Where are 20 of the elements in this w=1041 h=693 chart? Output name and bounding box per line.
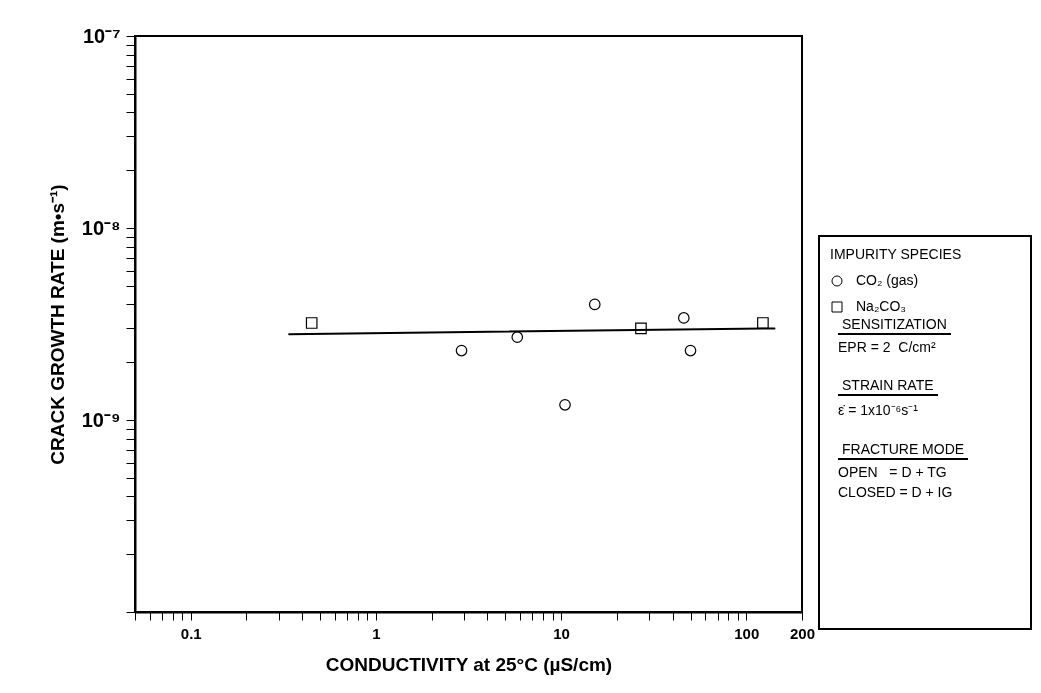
text: ε̇ = 1x10⁻⁶s⁻¹ [838,401,919,419]
x-tick-label: 200 [789,624,816,642]
x-tick-label: 0.1 [180,624,202,642]
text: CLOSED = D + IG [838,484,954,500]
legend-label: CO₂ (gas) [856,272,919,288]
x-axis-title: CONDUCTIVITY at 25°C (µS/cm) [325,653,613,675]
y-tick-label: 10⁻⁸ [81,216,121,239]
y-tick-label: 10⁻⁷ [83,24,121,47]
y-tick-label: 10⁻⁹ [81,408,121,431]
text: FRACTURE MODE [838,441,969,460]
text: OPEN = D + TG [838,464,948,480]
x-tick-label: 1 [372,624,381,642]
legend-label: Na₂CO₃ [856,298,907,314]
text: EPR = 2 C/cm² [838,339,937,355]
text: STRAIN RATE [838,377,938,396]
y-axis-title: CRACK GROWTH RATE (m•s⁻¹) [46,184,68,465]
x-tick-label: 100 [734,624,760,642]
x-tick-label: 10 [553,624,570,642]
text: SENSITIZATION [838,316,951,335]
legend-title: IMPURITY SPECIES [830,246,962,262]
